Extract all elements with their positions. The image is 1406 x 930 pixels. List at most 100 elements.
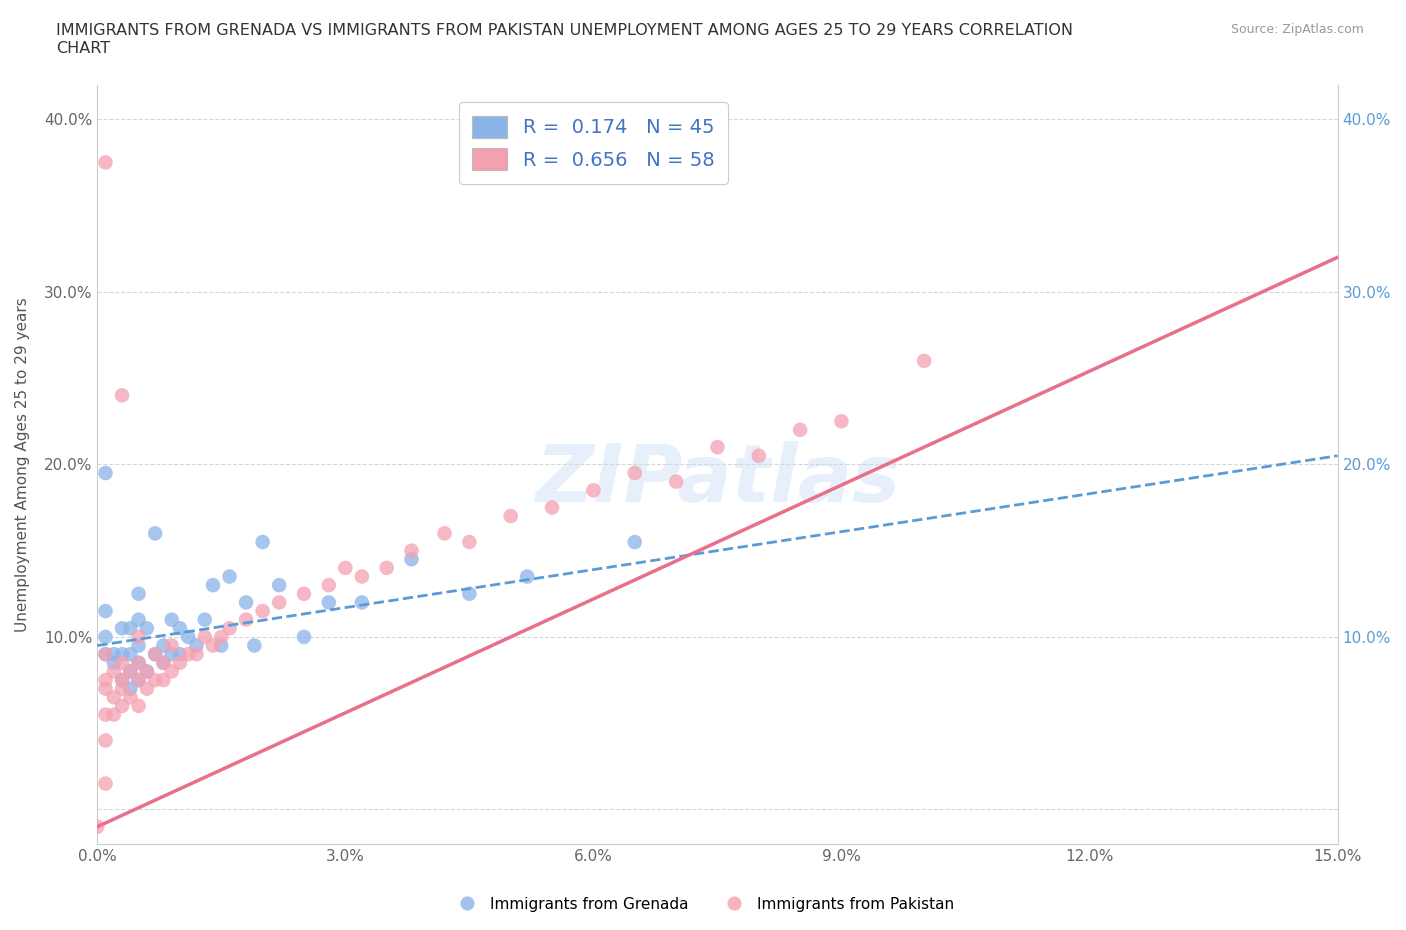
Point: [209, 638, 232, 653]
Point: [128, 586, 150, 601]
Point: [169, 646, 191, 661]
Point: [103, 656, 125, 671]
Point: [458, 535, 481, 550]
Text: IMMIGRANTS FROM GRENADA VS IMMIGRANTS FROM PAKISTAN UNEMPLOYMENT AMONG AGES 25 T: IMMIGRANTS FROM GRENADA VS IMMIGRANTS FR…: [56, 23, 1073, 56]
Point: [789, 422, 811, 437]
Point: [209, 630, 232, 644]
Point: [135, 621, 157, 636]
Point: [243, 638, 266, 653]
Point: [128, 656, 150, 671]
Point: [120, 690, 142, 705]
Point: [623, 466, 645, 481]
Point: [111, 682, 134, 697]
Point: [401, 543, 423, 558]
Point: [169, 621, 191, 636]
Point: [269, 578, 291, 592]
Point: [541, 500, 564, 515]
Point: [128, 630, 150, 644]
Point: [103, 707, 125, 722]
Point: [350, 595, 373, 610]
Point: [94, 646, 117, 661]
Point: [235, 612, 257, 627]
Point: [160, 646, 183, 661]
Point: [748, 448, 770, 463]
Point: [128, 612, 150, 627]
Point: [292, 630, 315, 644]
Point: [135, 664, 157, 679]
Point: [202, 638, 225, 653]
Legend: R =  0.174   N = 45, R =  0.656   N = 58: R = 0.174 N = 45, R = 0.656 N = 58: [458, 102, 728, 184]
Point: [318, 595, 340, 610]
Point: [94, 604, 117, 618]
Point: [186, 646, 208, 661]
Point: [94, 630, 117, 644]
Point: [186, 638, 208, 653]
Point: [458, 586, 481, 601]
Point: [830, 414, 852, 429]
Point: [94, 155, 117, 170]
Point: [218, 621, 240, 636]
Point: [143, 646, 166, 661]
Point: [111, 621, 134, 636]
Point: [665, 474, 688, 489]
Point: [177, 630, 200, 644]
Point: [623, 535, 645, 550]
Point: [128, 672, 150, 687]
Point: [111, 646, 134, 661]
Point: [94, 646, 117, 661]
Point: [401, 551, 423, 566]
Point: [128, 656, 150, 671]
Point: [120, 646, 142, 661]
Point: [152, 638, 174, 653]
Point: [143, 672, 166, 687]
Point: [499, 509, 522, 524]
Point: [111, 672, 134, 687]
Point: [135, 664, 157, 679]
Point: [152, 656, 174, 671]
Point: [160, 638, 183, 653]
Point: [194, 612, 217, 627]
Point: [252, 535, 274, 550]
Point: [128, 698, 150, 713]
Point: [202, 578, 225, 592]
Point: [120, 664, 142, 679]
Point: [194, 630, 217, 644]
Point: [218, 569, 240, 584]
Point: [160, 612, 183, 627]
Point: [433, 526, 456, 541]
Point: [111, 698, 134, 713]
Point: [128, 672, 150, 687]
Legend: Immigrants from Grenada, Immigrants from Pakistan: Immigrants from Grenada, Immigrants from…: [446, 891, 960, 918]
Point: [120, 682, 142, 697]
Text: ZIPatlas: ZIPatlas: [534, 441, 900, 519]
Point: [94, 733, 117, 748]
Point: [103, 690, 125, 705]
Point: [94, 682, 117, 697]
Point: [111, 388, 134, 403]
Point: [143, 646, 166, 661]
Point: [252, 604, 274, 618]
Point: [318, 578, 340, 592]
Point: [94, 672, 117, 687]
Point: [152, 672, 174, 687]
Point: [94, 707, 117, 722]
Point: [235, 595, 257, 610]
Point: [128, 638, 150, 653]
Point: [335, 561, 357, 576]
Point: [94, 777, 117, 791]
Point: [582, 483, 605, 498]
Point: [111, 656, 134, 671]
Point: [169, 656, 191, 671]
Point: [269, 595, 291, 610]
Point: [516, 569, 538, 584]
Point: [912, 353, 935, 368]
Point: [143, 526, 166, 541]
Point: [86, 819, 108, 834]
Point: [292, 586, 315, 601]
Point: [103, 664, 125, 679]
Point: [177, 646, 200, 661]
Point: [94, 466, 117, 481]
Point: [375, 561, 398, 576]
Point: [103, 646, 125, 661]
Point: [111, 672, 134, 687]
